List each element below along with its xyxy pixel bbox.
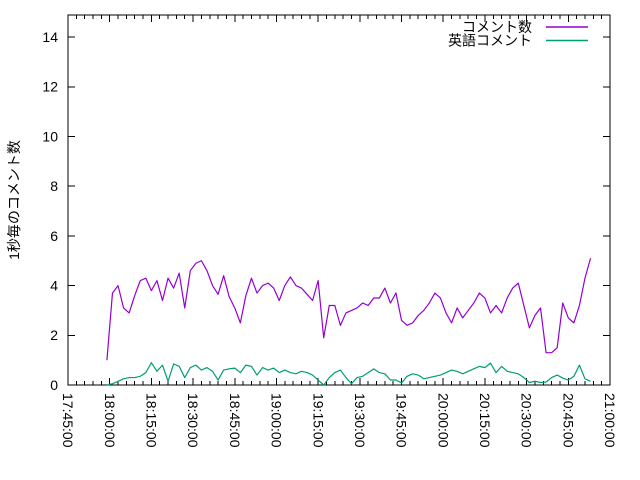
x-tick-label: 18:30:00 bbox=[185, 393, 201, 448]
y-tick-label: 8 bbox=[50, 178, 58, 194]
x-tick-label: 19:45:00 bbox=[394, 393, 410, 448]
x-tick-label: 18:45:00 bbox=[227, 393, 243, 448]
y-tick-label: 12 bbox=[42, 79, 58, 95]
legend: コメント数 英語コメント bbox=[448, 19, 588, 48]
x-tick-label: 19:30:00 bbox=[352, 393, 368, 448]
y-tick-label: 10 bbox=[42, 128, 58, 144]
legend-label-comment-count: コメント数 bbox=[462, 19, 532, 35]
x-tick-label: 21:00:00 bbox=[602, 393, 618, 448]
x-tick-label: 20:00:00 bbox=[435, 393, 451, 448]
x-tick-label: 17:45:00 bbox=[60, 393, 76, 448]
x-tick-label: 18:00:00 bbox=[102, 393, 118, 448]
y-tick-label: 6 bbox=[50, 228, 58, 244]
x-tick-label: 19:15:00 bbox=[310, 393, 326, 448]
y-axis-title: 1秒毎のコメント数 bbox=[6, 140, 22, 260]
x-axis: 17:45:00 18:00:00 18:15:00 18:30:00 18:45:00… bbox=[60, 15, 618, 448]
x-tick-label: 20:15:00 bbox=[477, 393, 493, 448]
y-tick-label: 14 bbox=[42, 29, 58, 45]
x-tick-label: 20:30:00 bbox=[519, 393, 535, 448]
plot-border bbox=[67, 14, 611, 386]
series-line-english-comments bbox=[106, 362, 591, 386]
x-tick-label: 19:00:00 bbox=[269, 393, 285, 448]
y-axis: 0 2 4 6 8 10 12 14 bbox=[42, 29, 610, 393]
y-tick-label: 2 bbox=[50, 327, 58, 343]
legend-label-english-comments: 英語コメント bbox=[448, 32, 532, 48]
series-lines bbox=[106, 258, 592, 386]
y-tick-label: 0 bbox=[50, 377, 58, 393]
x-tick-label: 20:45:00 bbox=[560, 393, 576, 448]
x-tick-label: 18:15:00 bbox=[143, 393, 159, 448]
y-tick-label: 4 bbox=[50, 278, 58, 294]
series-line-comment-count bbox=[106, 258, 592, 361]
plot-frame bbox=[67, 14, 611, 386]
